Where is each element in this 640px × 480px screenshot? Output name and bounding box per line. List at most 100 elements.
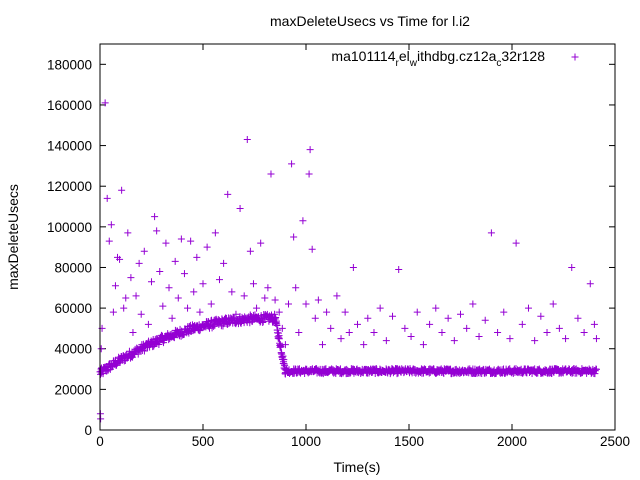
data-point xyxy=(549,300,557,308)
data-point xyxy=(122,294,130,302)
y-tick-label: 100000 xyxy=(47,220,92,235)
data-point xyxy=(318,341,326,349)
data-point xyxy=(259,318,267,326)
data-point xyxy=(592,365,600,373)
data-point xyxy=(512,239,520,247)
data-point xyxy=(159,302,167,310)
data-point xyxy=(203,243,211,251)
data-point xyxy=(144,320,152,328)
data-point xyxy=(393,370,401,378)
y-tick-label: 140000 xyxy=(47,139,92,154)
data-point xyxy=(184,304,192,312)
y-tick-label: 80000 xyxy=(54,260,92,275)
data-point xyxy=(574,314,582,322)
data-point xyxy=(337,335,345,343)
chart-title: maxDeleteUsecs vs Time for l.i2 xyxy=(270,13,470,29)
data-point xyxy=(562,335,570,343)
data-point xyxy=(107,221,115,229)
data-point xyxy=(103,367,111,375)
data-point xyxy=(463,324,471,332)
data-point xyxy=(267,170,275,178)
data-point xyxy=(207,300,215,308)
data-point xyxy=(257,239,265,247)
data-point xyxy=(274,326,282,334)
data-point xyxy=(132,292,140,300)
data-point xyxy=(101,99,109,107)
data-point xyxy=(129,328,137,336)
data-point xyxy=(413,308,421,316)
y-tick-label: 0 xyxy=(84,423,92,438)
data-point xyxy=(401,324,409,332)
data-point xyxy=(243,135,251,143)
data-point xyxy=(224,190,232,198)
x-tick-label: 2500 xyxy=(600,434,630,449)
data-point xyxy=(306,146,314,154)
data-point xyxy=(194,322,202,330)
data-point xyxy=(389,312,397,320)
data-point xyxy=(500,308,508,316)
data-point xyxy=(295,328,303,336)
data-point xyxy=(494,328,502,336)
data-point xyxy=(105,237,113,245)
data-point xyxy=(116,255,124,263)
data-point xyxy=(580,328,588,336)
data-point xyxy=(475,333,483,341)
data-point xyxy=(264,284,272,292)
data-point xyxy=(280,356,288,364)
data-point xyxy=(171,257,179,265)
data-point xyxy=(232,310,240,318)
data-point xyxy=(177,235,185,243)
data-point xyxy=(271,296,279,304)
data-point xyxy=(543,328,551,336)
data-point xyxy=(354,320,361,328)
y-tick-label: 120000 xyxy=(47,179,92,194)
data-point xyxy=(120,304,128,312)
data-point xyxy=(169,333,177,341)
data-point xyxy=(196,308,204,316)
data-point xyxy=(341,308,349,316)
data-point xyxy=(137,310,145,318)
data-point xyxy=(246,247,254,255)
data-point xyxy=(376,304,384,312)
data-point xyxy=(407,333,415,341)
data-point xyxy=(360,341,368,349)
x-tick-label: 0 xyxy=(96,434,104,449)
data-point xyxy=(426,320,434,328)
data-point xyxy=(271,310,279,318)
data-point xyxy=(97,415,105,423)
data-point xyxy=(180,270,188,278)
data-point xyxy=(127,274,135,282)
y-tick-label: 180000 xyxy=(47,57,92,72)
data-points xyxy=(96,99,600,423)
legend-marker-plus xyxy=(571,53,579,61)
data-point xyxy=(288,160,296,168)
data-point xyxy=(109,308,117,316)
data-point xyxy=(372,365,380,373)
data-point xyxy=(299,217,307,225)
data-point xyxy=(140,247,148,255)
legend-marker xyxy=(571,53,579,61)
data-point xyxy=(278,324,286,332)
y-tick-label: 160000 xyxy=(47,98,92,113)
data-point xyxy=(450,337,458,345)
data-point xyxy=(524,304,532,312)
data-point xyxy=(432,304,440,312)
legend-label: ma101114relwithdbg.cz12ac32r128 xyxy=(331,48,545,69)
data-point xyxy=(284,300,292,308)
data-point xyxy=(135,259,143,267)
x-axis-label: Time(s) xyxy=(334,459,381,475)
legend: ma101114relwithdbg.cz12ac32r128 xyxy=(331,48,579,69)
data-point xyxy=(419,341,427,349)
data-point xyxy=(210,322,218,330)
data-point xyxy=(327,324,335,332)
data-point xyxy=(364,314,372,322)
data-point xyxy=(134,350,142,358)
data-point xyxy=(124,229,132,237)
data-point xyxy=(481,316,489,324)
x-tick-label: 500 xyxy=(192,434,215,449)
data-point xyxy=(165,284,173,292)
data-point xyxy=(146,343,154,351)
x-tick-label: 1500 xyxy=(394,434,424,449)
data-point xyxy=(537,312,545,320)
